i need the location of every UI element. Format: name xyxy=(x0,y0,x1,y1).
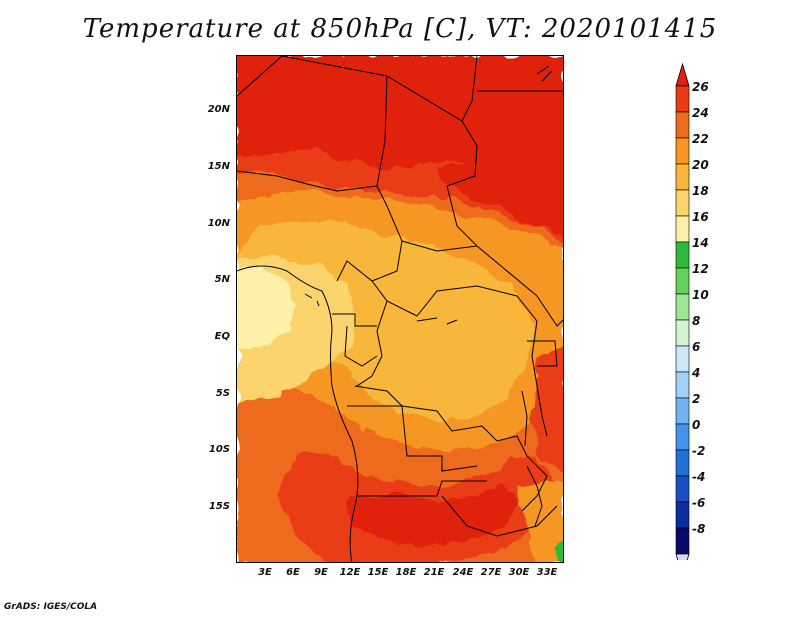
colorbar-label: 16 xyxy=(692,210,709,224)
credit-text: GrADS: IGES/COLA xyxy=(4,602,98,612)
colorbar-swatch xyxy=(675,241,690,269)
colorbar-label: 14 xyxy=(692,236,709,250)
lon-label: 12E xyxy=(339,567,361,578)
colorbar-swatch xyxy=(675,423,690,451)
colorbar-label: 18 xyxy=(692,184,709,198)
lon-label: 24E xyxy=(452,567,474,578)
colorbar-swatch xyxy=(675,527,690,555)
colorbar-label: 4 xyxy=(692,366,701,380)
colorbar-swatch xyxy=(675,501,690,529)
lon-label: 9E xyxy=(314,567,328,578)
lon-label: 18E xyxy=(395,567,417,578)
colorbar-label: 26 xyxy=(692,80,709,94)
temperature-map xyxy=(236,55,564,563)
lon-label: 30E xyxy=(508,567,530,578)
colorbar-label: -8 xyxy=(692,522,706,536)
colorbar-swatch xyxy=(675,345,690,373)
temperature-field xyxy=(237,56,563,562)
colorbar-swatch xyxy=(675,293,690,321)
colorbar-swatch xyxy=(675,189,690,217)
colorbar-label: 20 xyxy=(692,158,709,172)
colorbar-swatch xyxy=(675,397,690,425)
colorbar-swatch xyxy=(675,449,690,477)
lon-label: 33E xyxy=(536,567,558,578)
shade-26-north xyxy=(237,56,563,186)
lon-label: 15E xyxy=(367,567,389,578)
colorbar-label: 10 xyxy=(692,288,709,302)
colorbar-label: 0 xyxy=(692,418,701,432)
colorbar-swatch xyxy=(675,475,690,503)
colorbar-swatch xyxy=(675,137,690,165)
colorbar-swatch xyxy=(675,319,690,347)
lon-label: 21E xyxy=(423,567,445,578)
lon-label: 27E xyxy=(480,567,502,578)
colorbar-swatch xyxy=(675,85,690,113)
shade-14-coast xyxy=(237,266,297,351)
colorbar-label: 6 xyxy=(692,340,701,354)
colorbar-swatch xyxy=(675,111,690,139)
lat-label: 10N xyxy=(207,218,230,229)
colorbar-swatch xyxy=(675,215,690,243)
lon-label: 6E xyxy=(286,567,300,578)
colorbar-label: -2 xyxy=(692,444,706,458)
colorbar-label: 22 xyxy=(692,132,709,146)
lat-label: 5S xyxy=(215,388,230,399)
shade-26-south xyxy=(347,486,522,546)
country-borders xyxy=(237,56,563,562)
colorbar-label: 2 xyxy=(692,392,701,406)
shade-12-corner xyxy=(555,542,563,562)
colorbar-label: -4 xyxy=(692,470,706,484)
lat-label: 10S xyxy=(208,444,230,455)
lat-label: 15S xyxy=(208,501,230,512)
colorbar-label: 8 xyxy=(692,314,701,328)
colorbar-under-arrow xyxy=(675,553,690,560)
colorbar-label: 12 xyxy=(692,262,709,276)
colorbar-label: 24 xyxy=(692,106,709,120)
colorbar-label: -6 xyxy=(692,496,706,510)
lat-label: EQ xyxy=(214,331,230,342)
lon-label: 3E xyxy=(258,567,272,578)
colorbar-swatch xyxy=(675,163,690,191)
lat-label: 15N xyxy=(207,161,230,172)
colorbar xyxy=(675,62,690,560)
shade-16-coast xyxy=(237,346,287,406)
lat-label: 5N xyxy=(214,274,230,285)
lat-label: 20N xyxy=(207,104,230,115)
shade-20-southeast xyxy=(517,481,563,562)
plot-title: Temperature at 850hPa [C], VT: 202010141… xyxy=(82,14,718,44)
colorbar-swatch xyxy=(675,371,690,399)
colorbar-over-arrow xyxy=(675,62,690,87)
shade-26-ne xyxy=(437,156,563,236)
colorbar-swatch xyxy=(675,267,690,295)
shade-24-east xyxy=(532,346,563,475)
